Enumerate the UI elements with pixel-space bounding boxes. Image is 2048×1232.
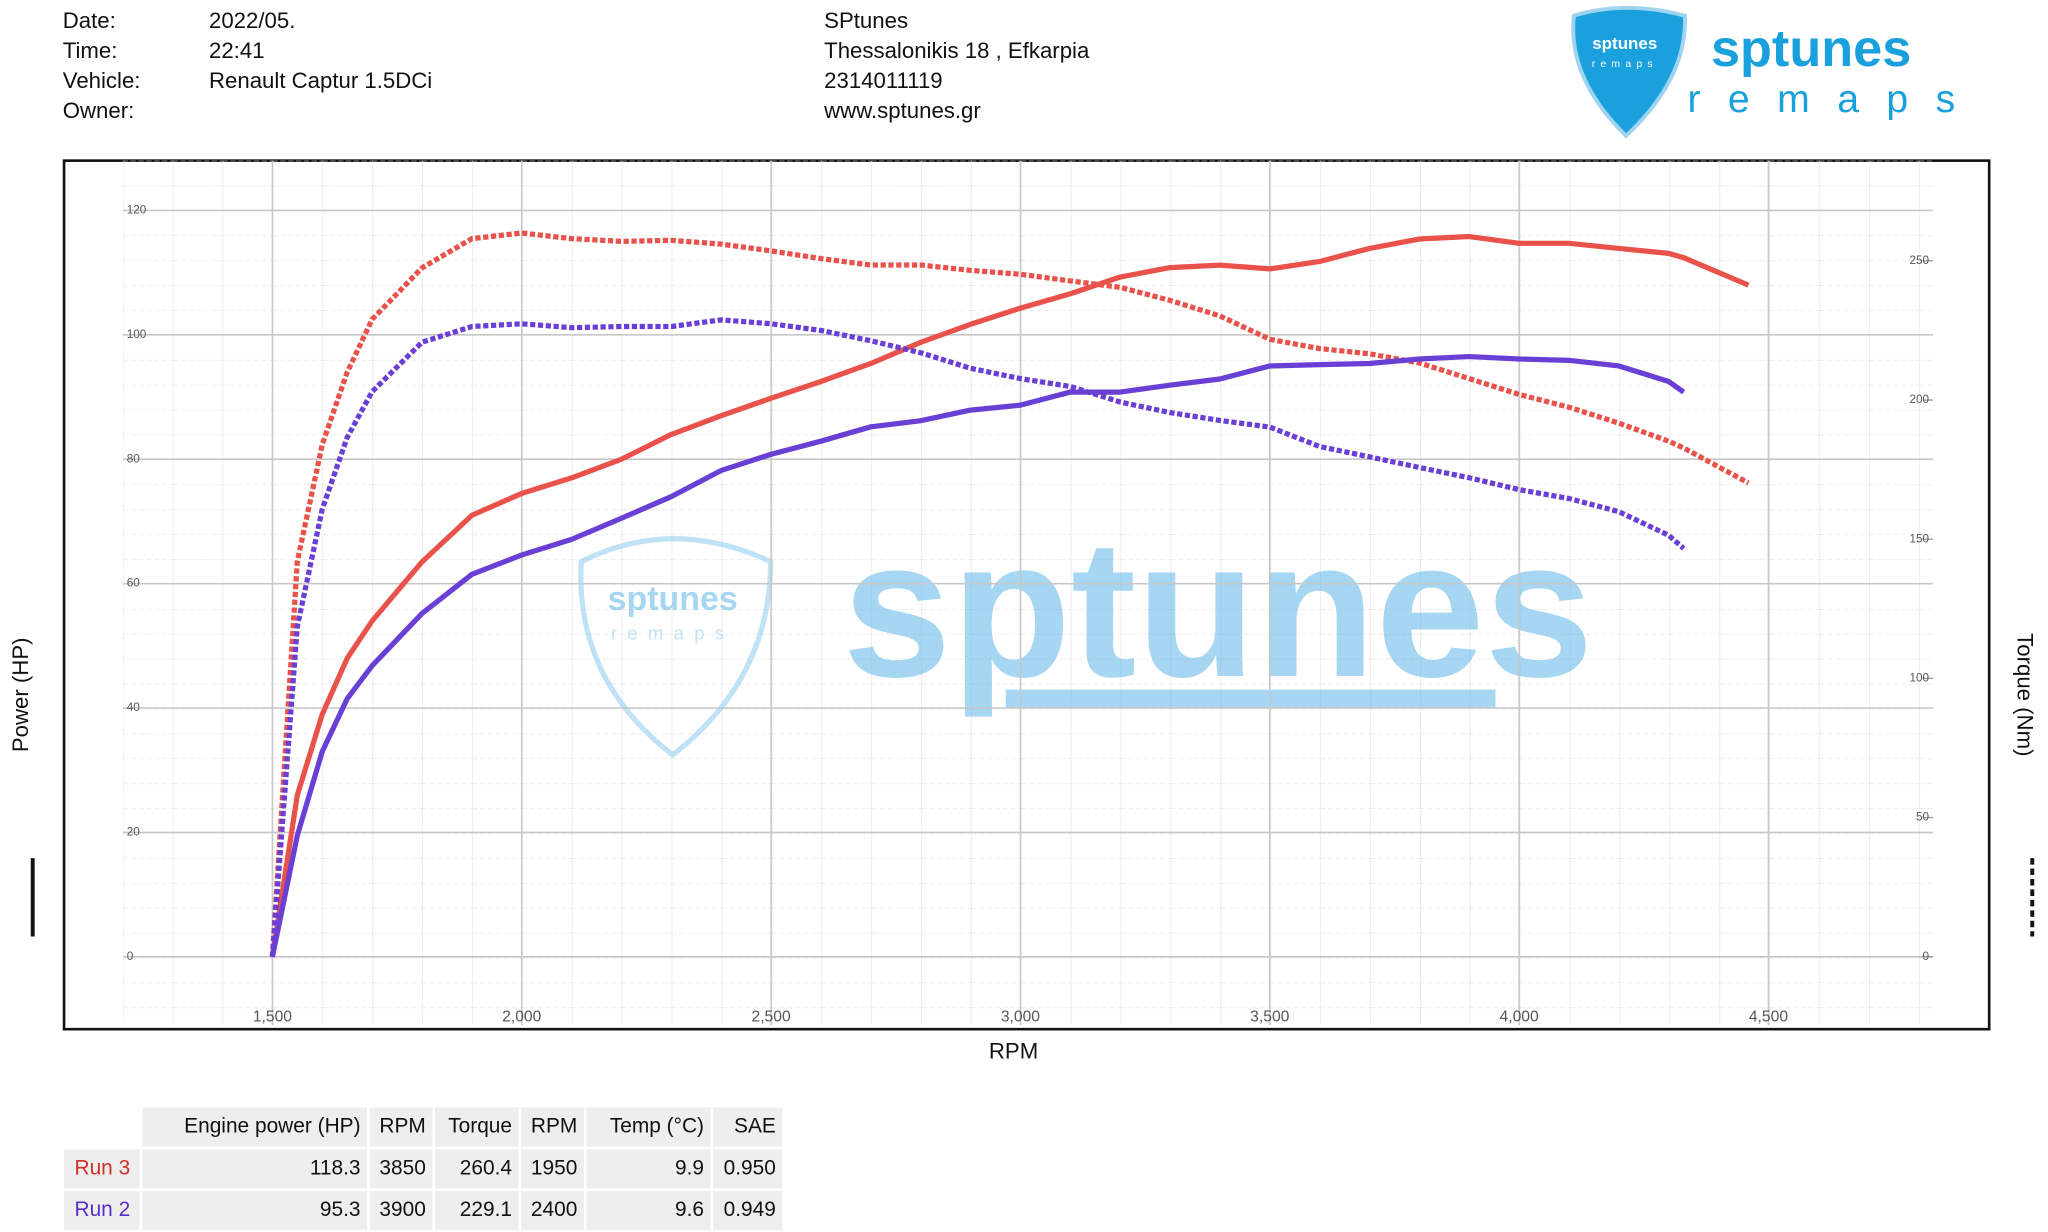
header-cell xyxy=(521,1107,584,1147)
y-tick-label: 60 xyxy=(127,577,141,590)
y-tick-label: 20 xyxy=(127,826,141,839)
watermark-name: sptunes xyxy=(842,499,1593,718)
data-cell xyxy=(713,1149,783,1189)
data-cell xyxy=(521,1191,584,1231)
x-tick-label: 3,000 xyxy=(1001,1009,1040,1026)
cell-value: 9.6 xyxy=(675,1198,704,1221)
header-cell xyxy=(369,1107,433,1147)
cell-value: 118.3 xyxy=(310,1156,361,1179)
row-label: Run 2 xyxy=(74,1198,130,1221)
y2-tick-label: 250 xyxy=(1909,254,1929,267)
column-header: Temp (°C) xyxy=(610,1115,704,1138)
field-label: Time: xyxy=(63,38,118,63)
y2-tick-label: 50 xyxy=(1916,811,1930,824)
shop-info: 2314011119 xyxy=(824,68,942,93)
row-label: Run 3 xyxy=(74,1156,130,1179)
data-cell xyxy=(142,1149,368,1189)
row-label-cell xyxy=(64,1149,140,1189)
cell-value: 3900 xyxy=(379,1198,425,1221)
series-line xyxy=(269,353,1686,958)
y-tick-label: 40 xyxy=(127,701,141,714)
data-cell xyxy=(586,1149,711,1189)
x-tick-label: 3,500 xyxy=(1250,1009,1289,1026)
x-axis-title: RPM xyxy=(989,1039,1038,1064)
y-tick-label: 120 xyxy=(127,204,147,217)
data-cell xyxy=(586,1191,711,1231)
column-header: Engine power (HP) xyxy=(184,1115,360,1138)
x-tick-label: 4,000 xyxy=(1500,1009,1539,1026)
cell-value: 0.949 xyxy=(724,1198,776,1221)
field-label: Owner: xyxy=(63,98,135,123)
y2-tick-label: 100 xyxy=(1909,672,1929,685)
y-tick-label: 80 xyxy=(127,452,141,465)
column-header: Torque xyxy=(448,1115,512,1138)
column-header: SAE xyxy=(734,1115,776,1138)
series-line xyxy=(269,233,1750,958)
y2-tick-label: 0 xyxy=(1923,950,1930,963)
data-cell xyxy=(142,1191,368,1231)
data-cell xyxy=(434,1191,519,1231)
watermark: sptunes remaps sptunes xyxy=(578,499,1594,759)
cell-value: 0.950 xyxy=(724,1156,776,1179)
data-cell xyxy=(713,1191,783,1231)
field-value: 22:41 xyxy=(209,38,265,63)
y-tick-label: 100 xyxy=(127,328,147,341)
field-value: Renault Captur 1.5DCi xyxy=(209,68,432,93)
y-axis-title: Power (HP) xyxy=(8,637,33,752)
cell-value: 95.3 xyxy=(320,1198,361,1221)
y2-tick-label: 150 xyxy=(1909,532,1929,545)
watermark-logo-name: sptunes xyxy=(608,580,738,618)
field-label: Vehicle: xyxy=(63,68,141,93)
data-cell xyxy=(521,1149,584,1189)
logo-name: sptunes xyxy=(1711,20,1911,78)
y-tick-label: 0 xyxy=(127,950,134,963)
series-line xyxy=(269,317,1686,958)
field-value: 2022/05. xyxy=(209,8,295,33)
column-header: RPM xyxy=(531,1115,577,1138)
cell-value: 229.1 xyxy=(460,1198,512,1221)
logo-mark-tagline: remaps xyxy=(1592,59,1658,70)
cell-value: 1950 xyxy=(531,1156,577,1179)
logo-mark-name: sptunes xyxy=(1592,34,1657,53)
series-line xyxy=(269,230,1750,957)
header-cell xyxy=(142,1107,368,1147)
watermark-logo-tagline: remaps xyxy=(611,623,735,644)
logo-tagline: remaps xyxy=(1687,78,1982,121)
cell-value: 3850 xyxy=(379,1156,425,1179)
shop-info: Thessalonikis 18 , Efkarpia xyxy=(824,38,1090,63)
shop-info: www.sptunes.gr xyxy=(823,98,981,123)
grid xyxy=(122,160,1934,1026)
x-tick-label: 2,500 xyxy=(752,1009,791,1026)
data-cell xyxy=(369,1191,433,1231)
header-cell xyxy=(713,1107,783,1147)
x-tick-label: 4,500 xyxy=(1749,1009,1788,1026)
header-cell xyxy=(586,1107,711,1147)
y2-tick-label: 200 xyxy=(1909,393,1929,406)
x-tick-label: 2,000 xyxy=(502,1009,541,1026)
cell-value: 2400 xyxy=(531,1198,577,1221)
shop-info: SPtunes xyxy=(824,8,908,33)
logo: sptunes remaps sptunes remaps xyxy=(1571,5,1982,139)
data-cell xyxy=(369,1149,433,1189)
cell-value: 260.4 xyxy=(460,1156,512,1179)
cell-value: 9.9 xyxy=(675,1156,704,1179)
x-tick-label: 1,500 xyxy=(253,1009,292,1026)
field-label: Date: xyxy=(63,8,116,33)
data-cell xyxy=(434,1149,519,1189)
row-label-cell xyxy=(64,1191,140,1231)
header-cell xyxy=(434,1107,519,1147)
y2-axis-title: Torque (Nm) xyxy=(2012,633,2037,756)
column-header: RPM xyxy=(379,1115,425,1138)
